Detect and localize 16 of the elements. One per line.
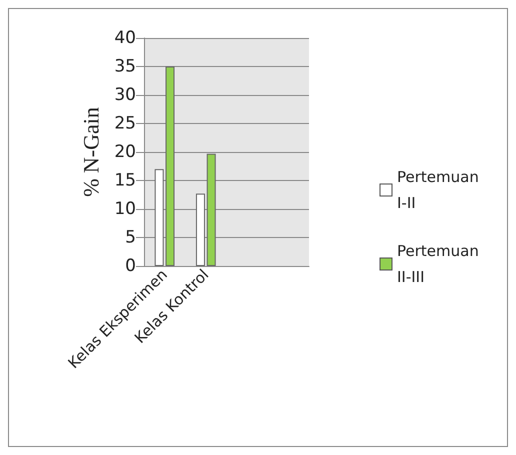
bar (206, 154, 216, 266)
y-tick-label: 20 (114, 142, 136, 162)
y-tick-label: 0 (125, 256, 136, 276)
bar (154, 169, 164, 266)
legend-label: Pertemuan I-II (397, 168, 484, 212)
y-tick-label: 10 (114, 199, 136, 219)
bar (166, 66, 175, 266)
y-tick-label: 35 (114, 56, 136, 76)
y-tick-label: 25 (114, 114, 136, 134)
bar (196, 194, 205, 266)
y-tick-label: 15 (114, 170, 136, 190)
y-axis-title: % N-Gain (78, 107, 104, 197)
y-tick-label: 5 (125, 228, 136, 248)
y-tick-label: 30 (114, 85, 136, 105)
legend-label: Pertemuan II-III (397, 242, 484, 286)
y-tick-label: 40 (114, 28, 136, 48)
